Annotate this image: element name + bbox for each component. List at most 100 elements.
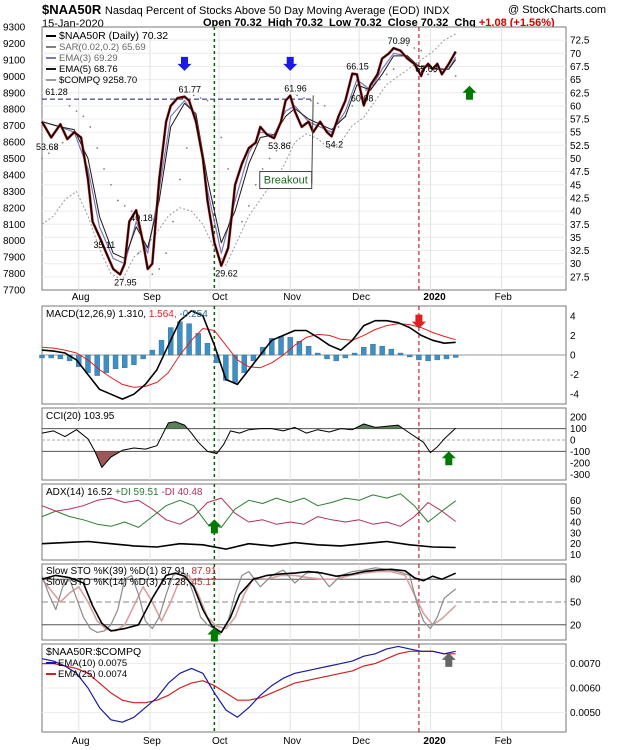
adx-legend-label: ADX(14) 16.52 bbox=[46, 487, 115, 498]
ema3-series-line bbox=[41, 52, 457, 265]
sar-point bbox=[268, 157, 271, 160]
macd-histogram-bar bbox=[287, 337, 293, 356]
price-legend-entry: $COMPQ 9258.70 bbox=[59, 75, 137, 86]
price-data-label: 61.77 bbox=[178, 85, 201, 95]
sto14-legend-label: Slow STO %K(14) %D(3) bbox=[46, 577, 161, 588]
price-right-tick-label: 27.5 bbox=[570, 272, 590, 283]
x-axis-month-label: Feb bbox=[495, 736, 513, 747]
adx-tick-label: 10 bbox=[570, 550, 582, 561]
macd-histogram-bar bbox=[296, 341, 303, 356]
macd-histogram-bar bbox=[131, 354, 137, 366]
green-up-arrow bbox=[462, 85, 477, 100]
ema5-series-line bbox=[41, 55, 457, 259]
price-right-tick-label: 55 bbox=[570, 128, 582, 139]
adx-tick-label: 20 bbox=[570, 539, 582, 550]
ticker-symbol: $NAA50R bbox=[42, 2, 102, 17]
price-right-tick-label: 40 bbox=[570, 207, 582, 218]
macd-histogram-bar bbox=[204, 343, 211, 356]
macd-histogram-bar bbox=[149, 349, 156, 356]
sar-point bbox=[261, 168, 264, 170]
sar-point bbox=[454, 75, 457, 77]
sar-point bbox=[151, 273, 154, 276]
cci-tick-label: -100 bbox=[570, 447, 590, 458]
sar-point bbox=[420, 49, 423, 52]
price-data-label: 29.62 bbox=[215, 269, 238, 279]
price-legend-entry: EMA(5) 68.76 bbox=[59, 64, 118, 75]
sar-point bbox=[337, 126, 340, 128]
sar-point bbox=[365, 89, 367, 92]
sar-point bbox=[103, 168, 105, 170]
price-right-tick-label: 52.5 bbox=[570, 141, 590, 152]
price-data-label: 70.99 bbox=[388, 36, 411, 46]
price-right-tick-label: 72.5 bbox=[570, 36, 590, 47]
ratio-ema25-line bbox=[42, 650, 456, 704]
macd-legend-value: 1.310, bbox=[118, 309, 149, 320]
macd-histogram-bar bbox=[140, 354, 146, 360]
price-data-label: 27.95 bbox=[114, 277, 137, 287]
copyright-label: @ StockCharts.com bbox=[508, 4, 606, 16]
price-right-tick-label: 30 bbox=[570, 259, 582, 270]
sar-point bbox=[309, 99, 312, 102]
price-right-tick-label: 65 bbox=[570, 75, 582, 86]
x-axis-month-label: 2020 bbox=[423, 736, 446, 747]
ratio-tick-label: 0.0060 bbox=[570, 684, 601, 695]
macd-histogram-bar bbox=[177, 321, 183, 356]
macd-histogram-bar bbox=[452, 354, 459, 358]
macd-tick-label: -2 bbox=[570, 370, 579, 381]
sar-point bbox=[254, 183, 257, 186]
chart-header: $NAA50R Nasdaq Percent of Stocks Above 5… bbox=[42, 2, 449, 17]
macd-signal-line bbox=[41, 323, 456, 388]
x-axis-month-label: 2020 bbox=[423, 292, 446, 303]
cci-tick-label: 200 bbox=[570, 413, 587, 424]
macd-histogram-bar bbox=[425, 354, 431, 362]
macd-histogram-bar bbox=[269, 338, 275, 356]
x-axis-month-label: Aug bbox=[72, 292, 90, 303]
chg-value: +1.08 (+1.56%) bbox=[478, 17, 555, 29]
compq-left-tick-label: 8400 bbox=[3, 170, 26, 181]
x-axis-month-label: Feb bbox=[495, 292, 513, 303]
x-axis-month-label: Nov bbox=[283, 292, 301, 303]
price-data-label: 54.2 bbox=[326, 139, 344, 149]
compq-left-tick-label: 9300 bbox=[3, 23, 26, 34]
macd-histogram-bar bbox=[57, 354, 64, 360]
sar-point bbox=[316, 102, 319, 105]
compq-left-tick-label: 8600 bbox=[3, 138, 26, 149]
sto14-k-value: 67.28, bbox=[161, 577, 192, 588]
price-right-tick-label: 47.5 bbox=[570, 167, 590, 178]
sto14-d-value: 45.17 bbox=[191, 577, 216, 588]
compq-left-tick-label: 8100 bbox=[3, 220, 26, 231]
sto39-line bbox=[41, 568, 457, 634]
macd-histogram-bar bbox=[232, 354, 238, 383]
chg-label: Chg bbox=[454, 17, 476, 29]
sar-point bbox=[41, 157, 43, 160]
price-right-tick-label: 67.5 bbox=[570, 62, 590, 73]
macd-legend: MACD(12,26,9) 1.310, 1.564, -0.254 bbox=[46, 309, 208, 320]
sar-point bbox=[227, 168, 230, 170]
ratio-ema10-legend: EMA(10) 0.0075 bbox=[58, 658, 127, 669]
x-axis-month-label: Aug bbox=[72, 736, 90, 747]
macd-histogram-bar bbox=[223, 354, 229, 381]
sar-point bbox=[82, 115, 85, 118]
macd-histogram-bar bbox=[158, 340, 165, 356]
x-axis-month-label: Dec bbox=[352, 736, 370, 747]
sto14-d-line bbox=[41, 570, 457, 632]
green-up-arrow bbox=[441, 451, 456, 466]
macd-histogram-bar bbox=[443, 354, 450, 360]
price-legend-entry: EMA(3) 69.29 bbox=[59, 53, 118, 64]
cci-tick-label: 100 bbox=[570, 424, 587, 435]
green-up-arrow bbox=[207, 627, 222, 642]
macd-histogram-bar bbox=[39, 354, 45, 359]
macd-histogram-bar bbox=[388, 348, 395, 356]
compq-left-tick-label: 7700 bbox=[3, 286, 26, 297]
price-data-label: 40.18 bbox=[130, 213, 153, 223]
compq-left-tick-label: 8700 bbox=[3, 121, 26, 132]
sar-point bbox=[192, 94, 195, 97]
macd-histogram-bar bbox=[305, 345, 312, 356]
compq-left-tick-label: 8300 bbox=[3, 187, 26, 198]
sto39-legend-label: Slow STO %K(39) %D(1) bbox=[46, 566, 161, 577]
price-data-label: 53.86 bbox=[268, 141, 291, 151]
sar-point bbox=[351, 105, 354, 107]
macd-histogram-bar bbox=[434, 354, 440, 361]
ratio-ema10-line bbox=[41, 645, 456, 723]
cci-tick-label: -300 bbox=[570, 470, 590, 481]
